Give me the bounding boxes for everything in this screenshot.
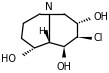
Polygon shape (62, 47, 66, 57)
Text: Cl: Cl (94, 33, 103, 43)
Text: OH: OH (94, 12, 109, 22)
Text: N: N (45, 2, 53, 12)
Text: OH: OH (57, 62, 72, 72)
Text: HO: HO (1, 54, 16, 64)
Text: H: H (38, 27, 45, 36)
Polygon shape (44, 30, 49, 42)
Polygon shape (77, 37, 92, 40)
